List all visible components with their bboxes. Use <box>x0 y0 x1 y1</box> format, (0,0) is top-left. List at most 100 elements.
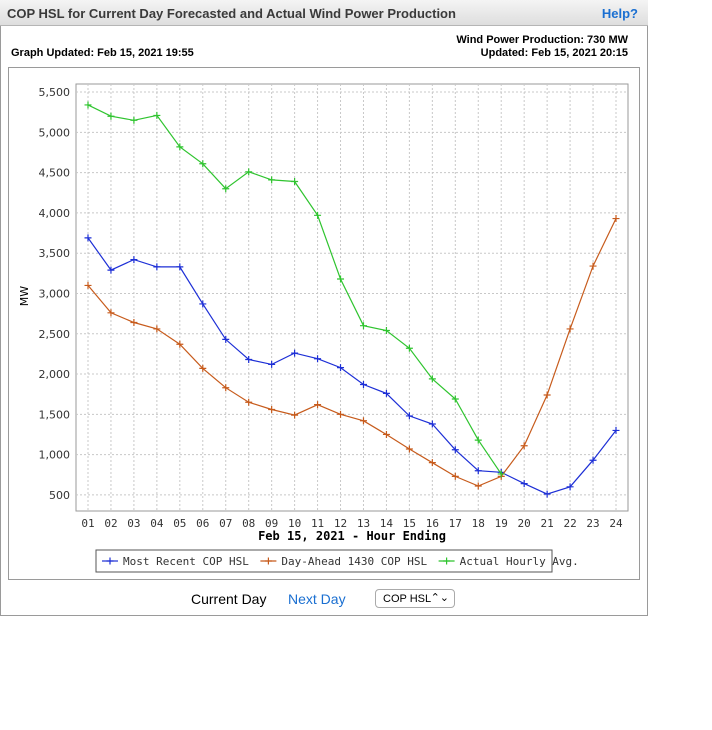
wind-production-text: Wind Power Production: 730 MW <box>456 34 628 46</box>
data-point <box>589 456 597 464</box>
data-point <box>291 349 299 357</box>
x-tick-label: 21 <box>541 517 554 530</box>
x-tick-label: 10 <box>288 517 301 530</box>
series-line <box>87 218 617 487</box>
grid <box>76 84 628 511</box>
x-tick-label: 02 <box>104 517 117 530</box>
y-tick-label: 2,000 <box>39 368 71 381</box>
legend-label: Actual Hourly Avg. <box>460 555 579 568</box>
data-point <box>268 176 276 184</box>
legend-marker <box>264 557 272 565</box>
x-tick-label: 19 <box>495 517 508 530</box>
legend-label: Day-Ahead 1430 COP HSL <box>281 555 427 568</box>
data-point <box>359 381 367 389</box>
y-tick-label: 3,000 <box>39 287 71 300</box>
data-point <box>382 389 390 397</box>
data-point <box>153 325 161 333</box>
x-tick-label: 24 <box>609 517 623 530</box>
series-select-value: COP HSL <box>383 593 432 605</box>
series-0 <box>84 234 620 498</box>
y-tick-label: 2,500 <box>39 328 71 341</box>
x-tick-label: 08 <box>242 517 255 530</box>
legend-label: Most Recent COP HSL <box>123 555 249 568</box>
y-axis-label: MW <box>18 286 31 306</box>
x-tick-label: 16 <box>426 517 439 530</box>
data-point <box>291 411 299 419</box>
y-tick-label: 1,500 <box>39 408 71 421</box>
data-point <box>382 327 390 335</box>
title-bar: COP HSL for Current Day Forecasted and A… <box>0 0 648 26</box>
y-tick-label: 5,000 <box>39 126 71 139</box>
current-day-label: Current Day <box>191 591 267 607</box>
data-point <box>245 168 253 176</box>
data-point <box>451 446 459 454</box>
data-point <box>428 420 436 428</box>
data-point <box>337 410 345 418</box>
wind-updated-text: Updated: Feb 15, 2021 20:15 <box>480 47 628 59</box>
x-axis-ticks: 01 02 03 04 05 06 07 08 09 10 11 12 13 14 15 16 17 18 19 20… <box>81 517 623 530</box>
x-tick-label: 05 <box>173 517 186 530</box>
help-link[interactable]: Help? <box>601 6 638 21</box>
data-point <box>612 215 620 223</box>
data-point <box>451 395 459 403</box>
data-point <box>222 185 230 193</box>
wind-info: Wind Power Production: 730 MW Updated: F… <box>456 34 628 60</box>
data-point <box>84 101 92 109</box>
data-point <box>176 263 184 271</box>
x-tick-label: 07 <box>219 517 232 530</box>
data-point <box>314 211 322 219</box>
data-point <box>153 111 161 119</box>
series-1 <box>84 215 620 490</box>
data-point <box>428 459 436 467</box>
data-point <box>268 360 276 368</box>
data-point <box>130 256 138 264</box>
data-point <box>199 160 207 168</box>
data-point <box>428 375 436 383</box>
data-point <box>314 355 322 363</box>
y-tick-label: 1,000 <box>39 449 71 462</box>
x-tick-label: 18 <box>472 517 485 530</box>
data-point <box>337 275 345 283</box>
x-tick-label: 04 <box>150 517 164 530</box>
data-point <box>566 483 574 491</box>
data-point <box>107 309 115 317</box>
series-select[interactable]: COP HSL ⌃⌄ <box>375 589 455 608</box>
x-tick-label: 01 <box>81 517 94 530</box>
data-point <box>222 335 230 343</box>
x-tick-label: 12 <box>334 517 347 530</box>
data-point <box>589 262 597 270</box>
series-line <box>87 237 617 495</box>
legend-box <box>95 549 553 573</box>
x-tick-label: 17 <box>449 517 462 530</box>
data-point <box>520 480 528 488</box>
next-day-link[interactable]: Next Day <box>288 591 346 607</box>
y-tick-label: 4,500 <box>39 167 71 180</box>
graph-updated-text: Graph Updated: Feb 15, 2021 19:55 <box>11 47 194 59</box>
data-point <box>405 445 413 453</box>
data-point <box>543 490 551 498</box>
data-point <box>107 266 115 274</box>
x-tick-label: 03 <box>127 517 140 530</box>
data-point <box>405 412 413 420</box>
data-point <box>543 391 551 399</box>
data-point <box>359 417 367 425</box>
legend-marker <box>106 557 114 565</box>
day-controls: Current Day Next Day COP HSL ⌃⌄ <box>0 588 648 612</box>
x-tick-label: 20 <box>518 517 531 530</box>
series-group <box>84 101 620 498</box>
data-point <box>612 426 620 434</box>
y-tick-label: 4,000 <box>39 207 71 220</box>
data-point <box>405 344 413 352</box>
x-tick-label: 09 <box>265 517 278 530</box>
data-point <box>497 470 505 478</box>
x-tick-label: 14 <box>380 517 394 530</box>
page-title: COP HSL for Current Day Forecasted and A… <box>7 6 456 21</box>
data-point <box>176 340 184 348</box>
x-tick-label: 23 <box>586 517 599 530</box>
data-point <box>520 442 528 450</box>
x-tick-label: 13 <box>357 517 370 530</box>
y-axis-ticks: 500 1,000 1,500 2,000 2,500 3,000 3,500 4,000 4,… <box>39 86 71 502</box>
data-point <box>222 384 230 392</box>
y-tick-label: 3,500 <box>39 247 71 260</box>
x-tick-label: 11 <box>311 517 324 530</box>
